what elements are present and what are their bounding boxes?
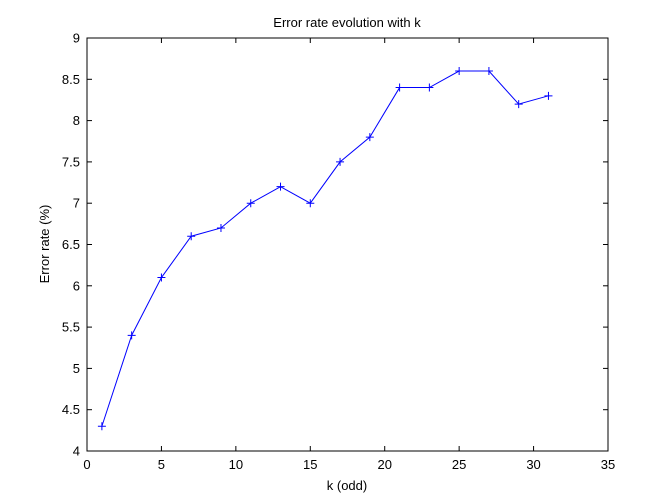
data-point-marker xyxy=(306,199,315,208)
data-point-marker xyxy=(157,273,166,282)
y-tick-label: 4.5 xyxy=(62,402,80,417)
y-tick-label: 7.5 xyxy=(62,154,80,169)
y-tick-label: 8 xyxy=(73,113,80,128)
x-axis-title: k (odd) xyxy=(327,478,367,493)
data-point-marker xyxy=(216,223,225,232)
data-point-marker xyxy=(365,133,374,142)
chart-title: Error rate evolution with k xyxy=(273,15,421,30)
y-tick-label: 8.5 xyxy=(62,72,80,87)
y-tick-label: 5.5 xyxy=(62,320,80,335)
data-point-marker xyxy=(97,422,106,431)
x-tick-label: 15 xyxy=(303,457,317,472)
x-axis-ticks: 0 5 10 15 20 25 30 35 xyxy=(83,38,615,472)
data-point-marker xyxy=(544,91,553,100)
y-tick-label: 6.5 xyxy=(62,237,80,252)
data-point-marker xyxy=(455,67,464,76)
x-tick-label: 35 xyxy=(601,457,615,472)
data-point-marker xyxy=(246,199,255,208)
x-tick-label: 30 xyxy=(526,457,540,472)
y-axis-title: Error rate (%) xyxy=(37,205,52,284)
series-line xyxy=(101,70,549,427)
x-tick-label: 0 xyxy=(83,457,90,472)
y-axis-ticks: 4 4.5 5 5.5 6 6.5 7 7.5 8 8.5 9 xyxy=(62,31,608,459)
y-tick-label: 6 xyxy=(73,278,80,293)
data-point-marker xyxy=(276,182,285,191)
x-tick-label: 5 xyxy=(158,457,165,472)
series-layer xyxy=(97,67,553,431)
data-point-marker xyxy=(187,232,196,241)
data-point-marker xyxy=(425,83,434,92)
x-tick-label: 20 xyxy=(377,457,391,472)
x-tick-label: 25 xyxy=(452,457,466,472)
data-point-marker xyxy=(127,331,136,340)
data-point-marker xyxy=(484,67,493,76)
data-point-marker xyxy=(514,100,523,109)
plot-area xyxy=(86,37,609,452)
data-point-marker xyxy=(395,83,404,92)
data-point-marker xyxy=(336,157,345,166)
y-tick-label: 7 xyxy=(73,196,80,211)
y-tick-label: 4 xyxy=(73,444,80,459)
y-tick-label: 5 xyxy=(73,361,80,376)
y-tick-label: 9 xyxy=(73,31,80,46)
x-tick-label: 10 xyxy=(229,457,243,472)
